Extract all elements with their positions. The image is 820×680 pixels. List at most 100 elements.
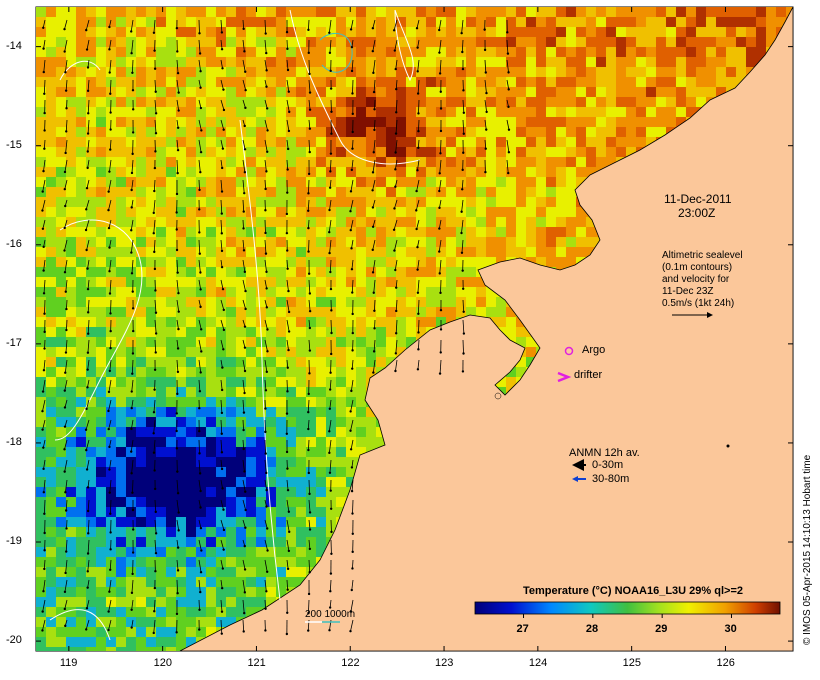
sst-cell bbox=[376, 207, 386, 217]
sst-cell bbox=[216, 277, 226, 287]
sst-cell bbox=[286, 317, 296, 327]
sst-cell bbox=[46, 67, 56, 77]
sst-cell bbox=[306, 177, 316, 187]
sst-cell bbox=[506, 317, 516, 327]
sst-cell bbox=[236, 147, 246, 157]
sst-cell bbox=[46, 497, 56, 507]
sst-cell bbox=[666, 37, 676, 47]
sst-cell bbox=[146, 547, 156, 557]
sst-cell bbox=[406, 197, 416, 207]
sst-cell bbox=[716, 87, 726, 97]
sst-cell bbox=[36, 247, 46, 257]
sst-cell bbox=[156, 227, 166, 237]
sst-cell bbox=[76, 97, 86, 107]
sst-cell bbox=[496, 247, 506, 257]
sst-cell bbox=[456, 87, 466, 97]
sst-cell bbox=[646, 47, 656, 57]
sst-cell bbox=[546, 257, 556, 267]
sst-cell bbox=[176, 117, 186, 127]
sst-cell bbox=[406, 317, 416, 327]
sst-cell bbox=[196, 467, 206, 477]
sst-cell bbox=[226, 217, 236, 227]
sst-cell bbox=[386, 7, 396, 17]
sst-cell bbox=[296, 427, 306, 437]
sst-cell bbox=[86, 327, 96, 337]
sst-cell bbox=[516, 217, 526, 227]
sst-cell bbox=[716, 27, 726, 37]
sst-cell bbox=[136, 617, 146, 627]
sst-cell bbox=[576, 37, 586, 47]
sst-cell bbox=[506, 367, 516, 377]
sst-cell bbox=[646, 127, 656, 137]
sst-cell bbox=[526, 247, 536, 257]
sst-cell bbox=[276, 407, 286, 417]
sst-cell bbox=[126, 537, 136, 547]
sst-cell bbox=[236, 407, 246, 417]
sst-cell bbox=[426, 317, 436, 327]
sst-cell bbox=[496, 177, 506, 187]
sst-cell bbox=[266, 67, 276, 77]
sst-cell bbox=[486, 57, 496, 67]
sst-cell bbox=[236, 577, 246, 587]
sst-cell bbox=[66, 377, 76, 387]
sst-cell bbox=[96, 47, 106, 57]
sst-cell bbox=[166, 57, 176, 67]
sst-cell bbox=[216, 587, 226, 597]
sst-cell bbox=[66, 207, 76, 217]
sst-cell bbox=[336, 167, 346, 177]
sst-cell bbox=[416, 287, 426, 297]
sst-cell bbox=[46, 467, 56, 477]
sst-cell bbox=[206, 627, 216, 637]
sst-cell bbox=[186, 437, 196, 447]
sst-cell bbox=[166, 447, 176, 457]
sst-cell bbox=[386, 157, 396, 167]
sst-cell bbox=[296, 117, 306, 127]
sst-cell bbox=[406, 217, 416, 227]
sst-cell bbox=[316, 287, 326, 297]
sst-cell bbox=[276, 217, 286, 227]
sst-cell bbox=[526, 137, 536, 147]
sst-cell bbox=[46, 87, 56, 97]
sst-cell bbox=[36, 117, 46, 127]
sst-cell bbox=[386, 37, 396, 47]
sst-cell bbox=[86, 237, 96, 247]
sst-cell bbox=[156, 267, 166, 277]
sst-cell bbox=[436, 267, 446, 277]
sst-cell bbox=[46, 447, 56, 457]
sst-cell bbox=[726, 47, 736, 57]
sst-cell bbox=[296, 247, 306, 257]
sst-cell bbox=[66, 57, 76, 67]
sst-cell bbox=[566, 77, 576, 87]
sst-cell bbox=[306, 387, 316, 397]
sst-cell bbox=[516, 197, 526, 207]
sst-cell bbox=[416, 167, 426, 177]
sst-cell bbox=[476, 237, 486, 247]
sst-cell bbox=[76, 37, 86, 47]
sst-cell bbox=[46, 237, 56, 247]
sst-cell bbox=[76, 137, 86, 147]
sst-cell bbox=[136, 47, 146, 57]
sst-cell bbox=[306, 307, 316, 317]
sst-cell bbox=[136, 267, 146, 277]
sst-cell bbox=[396, 67, 406, 77]
sst-cell bbox=[266, 237, 276, 247]
sst-cell bbox=[256, 17, 266, 27]
sst-cell bbox=[156, 27, 166, 37]
sst-cell bbox=[576, 17, 586, 27]
sst-cell bbox=[56, 567, 66, 577]
sst-cell bbox=[416, 237, 426, 247]
sst-cell bbox=[66, 7, 76, 17]
sst-cell bbox=[286, 537, 296, 547]
sst-cell bbox=[176, 637, 186, 647]
sst-cell bbox=[76, 347, 86, 357]
sst-cell bbox=[116, 217, 126, 227]
sst-cell bbox=[126, 347, 136, 357]
sst-cell bbox=[736, 7, 746, 17]
sst-cell bbox=[156, 17, 166, 27]
sst-cell bbox=[196, 537, 206, 547]
sst-cell bbox=[456, 237, 466, 247]
sst-cell bbox=[86, 407, 96, 417]
sst-cell bbox=[356, 87, 366, 97]
sst-cell bbox=[246, 537, 256, 547]
sst-cell bbox=[516, 127, 526, 137]
